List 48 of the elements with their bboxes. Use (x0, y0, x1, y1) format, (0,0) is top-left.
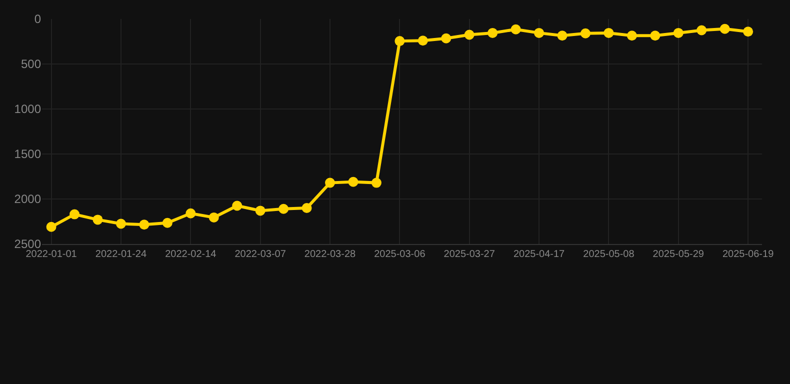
point (488, 28, 498, 38)
x-tick-label: 2025-06-19 (722, 249, 774, 260)
y-tick-label: 1000 (14, 102, 42, 116)
point (441, 33, 452, 44)
point (626, 30, 637, 41)
point (162, 218, 172, 228)
y-tick-label: 0 (34, 12, 42, 26)
point (70, 209, 80, 220)
point (580, 28, 590, 38)
point (348, 176, 358, 187)
x-tick-label: 2025-03-27 (444, 249, 496, 260)
point (673, 28, 684, 38)
x-tick-label: 2025-05-29 (652, 249, 704, 260)
x-tick-label: 2025-03-06 (374, 249, 426, 260)
x-tick-label: 2022-03-07 (234, 249, 286, 260)
point (302, 203, 312, 213)
point (208, 212, 219, 222)
point (650, 30, 660, 41)
point (510, 24, 521, 34)
point (394, 36, 405, 46)
point (92, 214, 103, 225)
point (325, 178, 335, 188)
point (720, 24, 730, 34)
point (464, 30, 474, 40)
point (116, 218, 126, 229)
point (186, 208, 196, 218)
x-tick-label: 2022-01-24 (95, 249, 147, 260)
point (557, 30, 568, 41)
y-tick-label: 500 (20, 57, 42, 72)
y-tick-label: 1500 (14, 147, 42, 162)
y-tick-label: 2500 (14, 237, 42, 252)
point (232, 200, 242, 211)
point (743, 26, 754, 37)
point (534, 28, 544, 38)
x-tick-label: 2025-04-17 (513, 249, 566, 260)
point (371, 178, 382, 188)
y-tick-label: 2000 (14, 192, 42, 206)
point (139, 220, 150, 230)
x-tick-label: 2022-02-14 (165, 249, 217, 260)
point (604, 28, 614, 38)
point (46, 222, 56, 232)
x-tick-label: 2022-03-28 (304, 249, 356, 260)
x-tick-label: 2022-01-01 (26, 249, 78, 260)
point (418, 36, 428, 46)
x-tick-label: 2025-05-08 (583, 249, 635, 260)
point (278, 204, 289, 214)
point (255, 206, 266, 216)
point (696, 25, 707, 36)
